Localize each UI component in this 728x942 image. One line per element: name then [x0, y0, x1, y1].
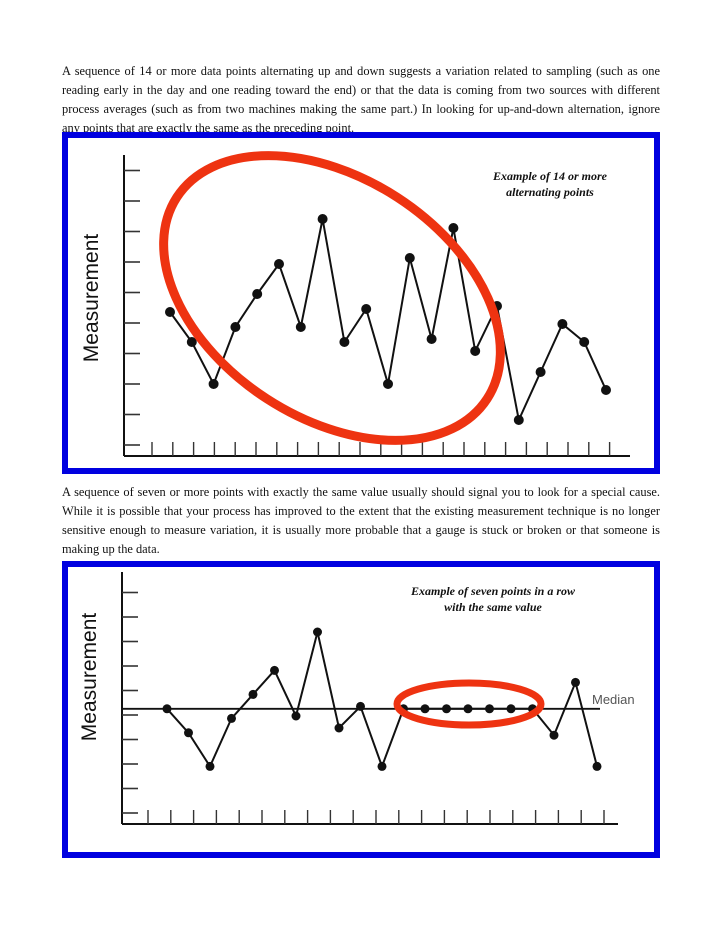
data-point — [208, 379, 219, 389]
data-point — [317, 214, 328, 224]
highlight-ellipse — [159, 151, 505, 445]
annotation-text: Example of seven points in a row — [410, 584, 576, 598]
data-point — [184, 728, 193, 738]
annotation-text: alternating points — [506, 185, 594, 199]
data-point — [442, 704, 451, 714]
data-point — [549, 730, 559, 740]
chart-seven-same-points: Measurement Median Example of seven points… — [62, 561, 660, 858]
data-point — [513, 415, 524, 425]
highlight-ellipse — [393, 679, 545, 729]
data-point — [227, 713, 236, 723]
data-point — [426, 334, 437, 344]
data-point — [470, 346, 481, 356]
chart-alternating-svg: Measurement Example of 14 or more alternat… — [80, 151, 630, 457]
data-point — [270, 665, 279, 675]
data-point — [162, 704, 172, 714]
annotation-text: Example of 14 or more — [492, 169, 608, 183]
data-point — [463, 704, 473, 714]
data-point — [601, 385, 611, 395]
data-point — [230, 322, 241, 332]
data-point — [205, 761, 215, 771]
median-label: Median — [592, 692, 635, 707]
chart-alternating-points: Measurement Example of 14 or more alternat… — [62, 132, 660, 474]
data-point — [535, 367, 546, 377]
y-axis-label: Measurement — [80, 234, 103, 363]
data-line — [169, 218, 607, 424]
data-line — [166, 631, 598, 770]
data-point — [485, 704, 494, 714]
intro-paragraph-alternating: A sequence of 14 or more data points alt… — [62, 64, 660, 135]
data-point — [313, 627, 322, 637]
data-point — [579, 337, 590, 347]
data-point — [295, 322, 306, 332]
data-point — [383, 379, 393, 389]
data-point — [165, 307, 175, 317]
data-point — [361, 304, 372, 314]
data-point — [291, 711, 301, 721]
data-point — [356, 701, 365, 711]
data-point — [339, 337, 350, 347]
chart-same-value-svg: Measurement Median Example of seven points… — [78, 572, 635, 825]
data-point — [404, 253, 415, 263]
data-point — [420, 704, 430, 714]
data-point — [334, 723, 344, 733]
intro-paragraph-same-value: A sequence of seven or more points with … — [62, 485, 660, 556]
data-point — [377, 761, 387, 771]
data-point — [274, 259, 284, 269]
data-point — [506, 704, 516, 714]
data-point — [248, 689, 258, 699]
data-point — [186, 337, 197, 347]
y-axis-label: Measurement — [78, 613, 101, 742]
annotation-text: with the same value — [444, 600, 542, 614]
data-point — [252, 289, 263, 299]
data-point — [448, 223, 459, 233]
data-point — [571, 677, 580, 687]
data-point — [557, 319, 568, 329]
data-point — [592, 761, 602, 771]
